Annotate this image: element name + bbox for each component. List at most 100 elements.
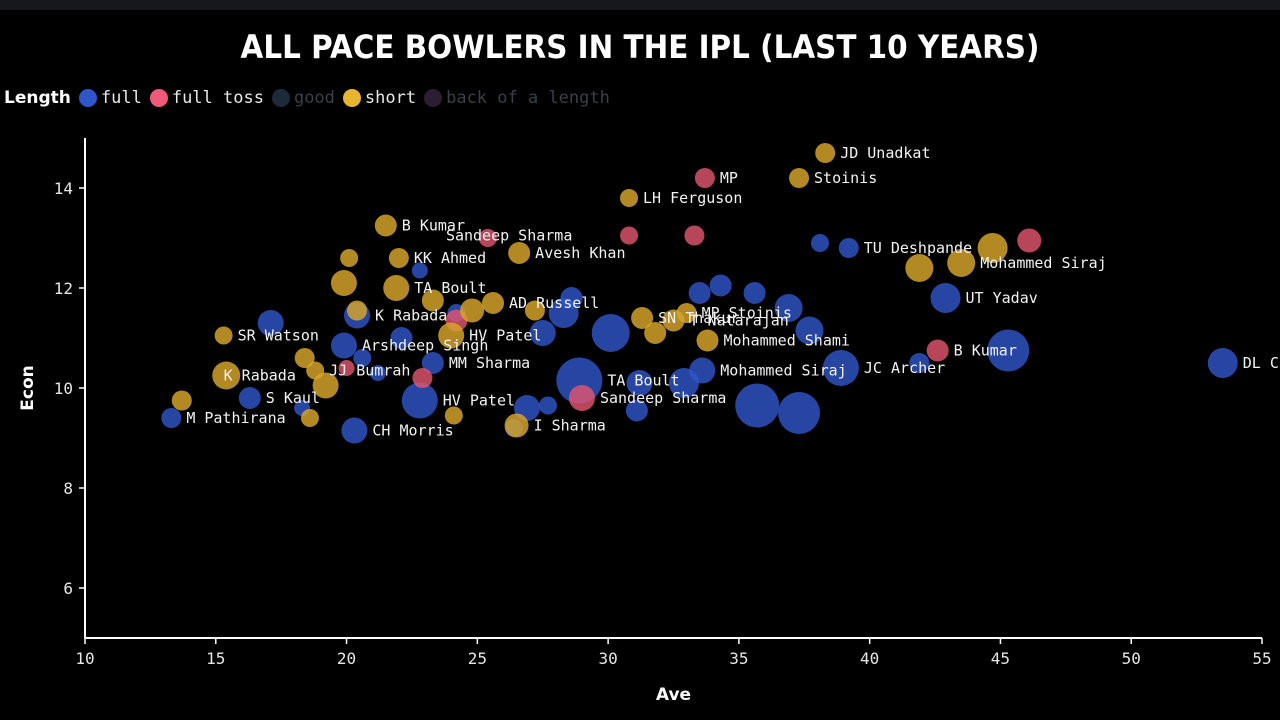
point-label: HV Patel — [469, 327, 541, 345]
data-point — [374, 214, 397, 237]
point-label: S Kaul — [266, 389, 320, 407]
data-point — [353, 349, 372, 367]
point-label: T Natarajan — [690, 312, 789, 330]
data-point — [926, 339, 949, 362]
legend-title: Length — [4, 88, 71, 108]
point-label: Sandeep Sharma — [446, 227, 572, 245]
point-label: UT Yadav — [966, 289, 1038, 307]
data-point — [795, 316, 824, 345]
data-point — [388, 248, 409, 268]
point-label: I Sharma — [534, 417, 606, 435]
data-point — [947, 249, 976, 277]
data-point — [421, 352, 444, 374]
legend-item-good[interactable]: good — [271, 88, 335, 108]
data-point — [838, 238, 859, 258]
point-label: HV Patel — [443, 392, 515, 410]
data-point — [340, 249, 359, 267]
data-point — [330, 270, 357, 296]
x-axis-title: Ave — [656, 685, 691, 705]
point-label: JJ Bumrah — [329, 362, 410, 380]
y-tick-label: 10 — [54, 379, 73, 398]
data-point — [538, 396, 557, 415]
point-label: JD Unadkat — [840, 144, 930, 162]
point-label: Mohammed Siraj — [980, 254, 1106, 272]
x-tick-label: 10 — [75, 649, 94, 668]
data-point — [778, 392, 821, 434]
data-point — [524, 300, 545, 321]
data-point — [238, 387, 261, 409]
data-point — [620, 226, 639, 245]
point-label: B Kumar — [402, 217, 465, 235]
data-point — [676, 303, 697, 323]
data-point — [789, 168, 810, 188]
x-tick-label: 40 — [860, 649, 879, 668]
point-label: AD Russell — [509, 294, 599, 312]
legend-item-full-toss[interactable]: full toss — [149, 88, 264, 108]
point-label: LH Ferguson — [643, 189, 742, 207]
point-label: CH Morris — [372, 422, 453, 440]
legend-label-short: short — [364, 88, 417, 108]
data-point — [347, 300, 368, 321]
data-point — [644, 322, 667, 344]
legend-label-back-of-a-length: back of a length — [446, 88, 610, 108]
data-point — [312, 372, 339, 399]
data-point — [568, 385, 595, 411]
y-axis-title: Econ — [18, 365, 38, 410]
point-label: MP Stoinis — [702, 304, 792, 322]
data-point — [529, 320, 556, 346]
x-tick-label: 15 — [206, 649, 225, 668]
data-point — [810, 234, 829, 252]
data-point — [171, 390, 192, 411]
data-point — [815, 143, 836, 163]
point-label: JC Archer — [864, 359, 945, 377]
data-point — [504, 413, 529, 438]
y-tick-label: 12 — [54, 279, 73, 298]
y-tick-label: 6 — [63, 579, 73, 598]
data-point — [390, 327, 413, 349]
data-point — [977, 233, 1008, 263]
point-label: K Rabada — [224, 367, 296, 385]
top-bar — [0, 0, 1280, 10]
data-point — [631, 307, 654, 329]
point-label: DL Chahar — [1243, 354, 1280, 372]
data-point — [508, 242, 531, 264]
data-point — [383, 275, 410, 301]
y-tick-label: 14 — [54, 179, 73, 198]
legend-item-short[interactable]: short — [342, 88, 417, 108]
data-point — [930, 283, 961, 313]
data-point — [987, 329, 1030, 372]
point-label: KK Ahmed — [414, 249, 486, 267]
data-point — [735, 383, 780, 428]
point-label: M Pathirana — [186, 409, 285, 427]
point-label: Stoinis — [814, 169, 877, 187]
data-point — [482, 292, 505, 314]
data-point — [688, 282, 711, 304]
point-label: Mohammed Shami — [724, 332, 850, 350]
data-point — [909, 353, 930, 373]
data-point — [330, 332, 357, 359]
y-tick-label: 8 — [63, 479, 73, 498]
data-point — [560, 287, 583, 309]
point-label: Mohammed Siraj — [720, 362, 846, 380]
point-label: TU Deshpande — [864, 239, 972, 257]
legend-label-full: full — [100, 88, 142, 108]
data-point — [696, 329, 719, 352]
data-point — [161, 408, 182, 428]
x-tick-label: 25 — [468, 649, 487, 668]
data-point — [694, 168, 715, 188]
data-point — [709, 274, 732, 297]
point-label: TA Boult — [414, 279, 486, 297]
legend-swatch-full-toss — [149, 89, 168, 107]
data-point — [306, 361, 325, 380]
data-point — [412, 368, 433, 388]
data-point — [300, 409, 319, 427]
data-point — [1207, 348, 1238, 378]
point-label: Arshdeep Singh — [362, 337, 488, 355]
x-tick-label: 35 — [729, 649, 748, 668]
data-point — [341, 417, 368, 444]
data-point — [620, 189, 639, 207]
point-label: B Kumar — [954, 342, 1017, 360]
data-point — [591, 314, 630, 352]
legend-item-back-of-a-length[interactable]: back of a length — [424, 88, 610, 108]
chart-title: ALL PACE BOWLERS IN THE IPL (LAST 10 YEA… — [240, 28, 1040, 66]
